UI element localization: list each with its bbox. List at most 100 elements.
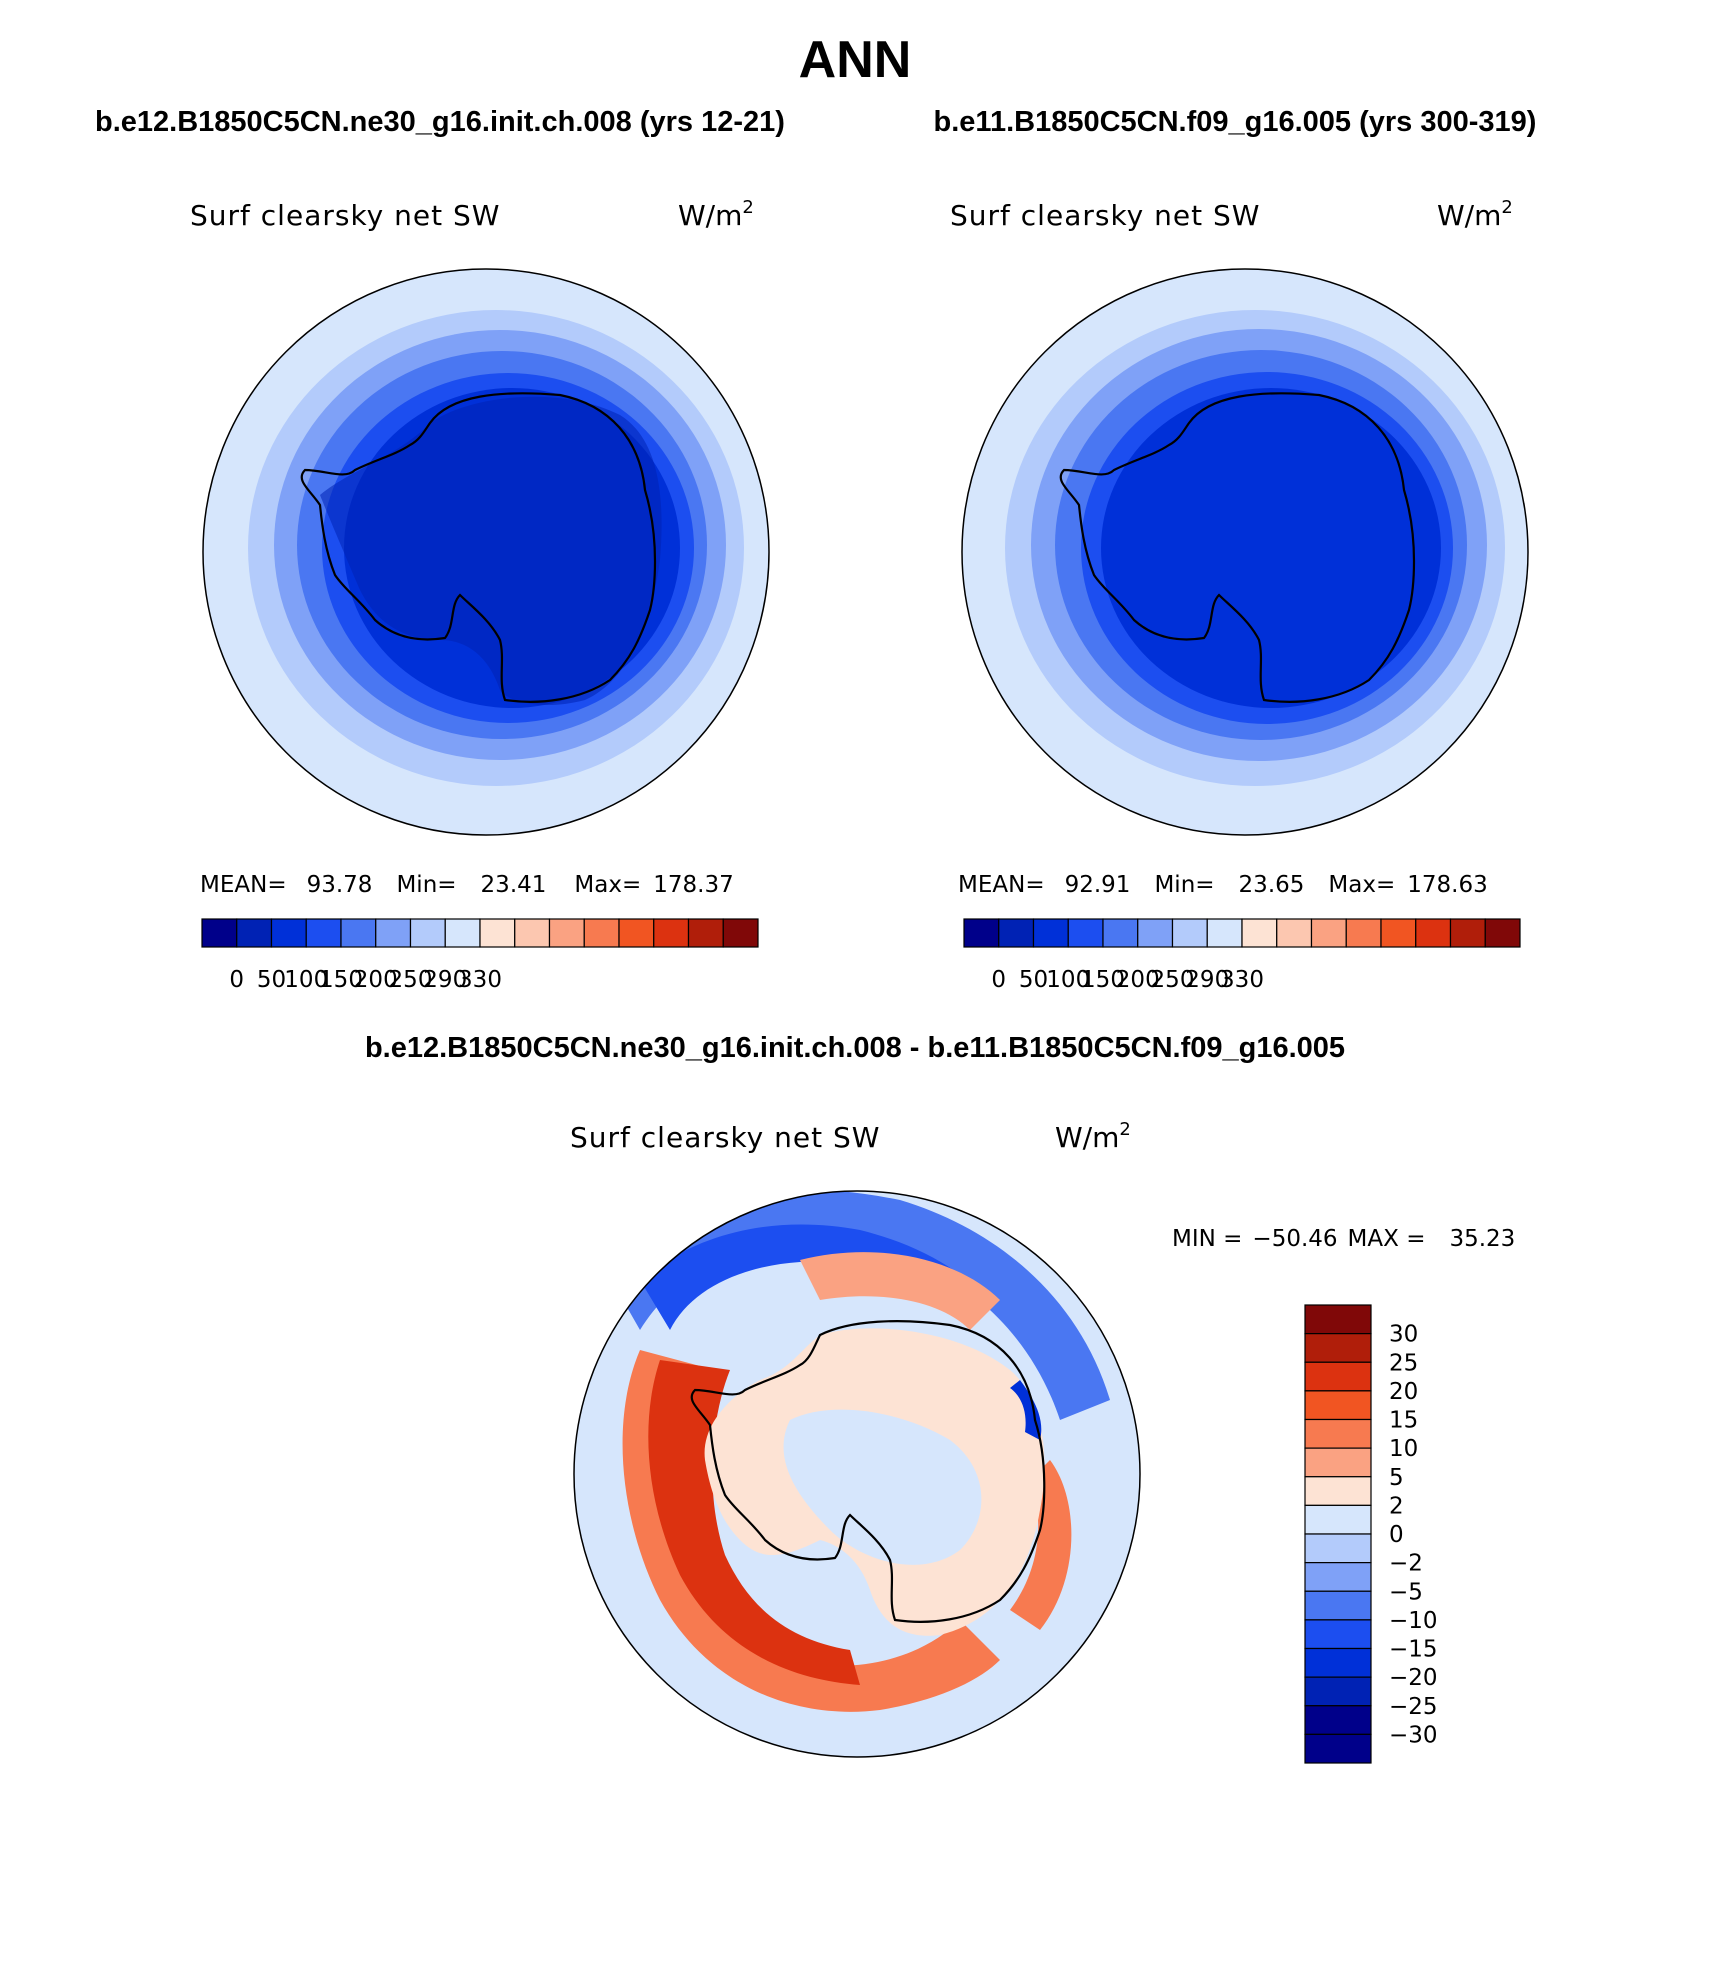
right-polar-map bbox=[962, 269, 1528, 835]
right-colorbar-swatch bbox=[1032, 918, 1069, 948]
left-stats: MEAN= 93.78 Min= 23.41 Max= 178.37 bbox=[200, 872, 734, 898]
diff-colorbar-tick-label: −25 bbox=[1389, 1694, 1438, 1720]
right-colorbar-swatch bbox=[1310, 918, 1347, 948]
diff-colorbar-swatch bbox=[1304, 1533, 1372, 1564]
right-colorbar-swatch bbox=[1241, 918, 1278, 948]
diff-colorbar-tick-label: 30 bbox=[1389, 1322, 1418, 1348]
left-colorbar-swatch bbox=[305, 918, 342, 948]
right-colorbar-tick-label: 50 bbox=[1019, 967, 1048, 993]
left-map-border bbox=[202, 268, 770, 836]
diff-polar-map bbox=[574, 1191, 1140, 1757]
left-colorbar-tick-label: 330 bbox=[458, 967, 502, 993]
right-colorbar-swatch bbox=[1345, 918, 1382, 948]
left-colorbar-tick-label: 250 bbox=[389, 967, 433, 993]
left-colorbar-tick-label: 290 bbox=[423, 967, 467, 993]
diff-colorbar-swatch bbox=[1304, 1705, 1372, 1735]
diff-colorbar-tick-label: −15 bbox=[1389, 1637, 1438, 1663]
diff-colorbar-swatch bbox=[1304, 1476, 1372, 1506]
left-map-header: Surf clearsky net SW W/m2 bbox=[190, 197, 754, 232]
left-colorbar-tick-label: 150 bbox=[319, 967, 363, 993]
left-polar-map bbox=[203, 269, 769, 835]
diff-colorbar-tick-label: 20 bbox=[1389, 1379, 1418, 1405]
diff-colorbar-tick-label: 25 bbox=[1389, 1350, 1418, 1376]
left-colorbar-swatch bbox=[618, 918, 655, 948]
left-colorbar-swatch bbox=[375, 918, 412, 948]
right-colorbar-swatch bbox=[1206, 918, 1243, 948]
right-colorbar-swatch bbox=[1380, 918, 1417, 948]
diff-colorbar-tick-label: 5 bbox=[1389, 1465, 1404, 1491]
right-colorbar-swatch bbox=[963, 918, 1000, 948]
right-map-header: Surf clearsky net SW W/m2 bbox=[950, 197, 1513, 232]
diff-antarctica-coast bbox=[690, 1320, 1046, 1623]
diff-colorbar-tick-label: −30 bbox=[1389, 1722, 1438, 1748]
left-units-label: W/m2 bbox=[678, 197, 754, 232]
right-colorbar-swatch bbox=[1102, 918, 1139, 948]
right-units-label: W/m2 bbox=[1437, 197, 1513, 232]
diff-colorbar-tick-label: 10 bbox=[1389, 1436, 1418, 1462]
left-colorbar-swatch bbox=[653, 918, 690, 948]
diff-map-border bbox=[573, 1190, 1141, 1758]
left-colorbar-swatch bbox=[270, 918, 307, 948]
left-colorbar-tick-label: 200 bbox=[354, 967, 398, 993]
left-colorbar-tick-label: 100 bbox=[284, 967, 328, 993]
right-colorbar-tick-label: 330 bbox=[1220, 967, 1264, 993]
right-colorbar-swatch bbox=[1415, 918, 1452, 948]
diff-colorbar-tick-label: −2 bbox=[1389, 1551, 1423, 1577]
diff-colorbar-swatch bbox=[1304, 1333, 1372, 1363]
left-colorbar-tick-label: 0 bbox=[229, 967, 244, 993]
left-colorbar-swatch bbox=[409, 918, 446, 948]
right-colorbar-swatch bbox=[1067, 918, 1104, 948]
left-colorbar-swatch bbox=[583, 918, 620, 948]
left-variable-label: Surf clearsky net SW bbox=[190, 199, 500, 232]
diff-colorbar-tick-label: −20 bbox=[1389, 1665, 1438, 1691]
diff-colorbar-swatch bbox=[1304, 1676, 1372, 1707]
left-antarctica-coast bbox=[300, 392, 657, 703]
left-colorbar-swatch bbox=[722, 918, 759, 948]
diff-colorbar-swatch bbox=[1304, 1361, 1372, 1392]
right-colorbar-tick-label: 200 bbox=[1116, 967, 1160, 993]
page-title: ANN bbox=[798, 31, 912, 89]
left-colorbar-tick-label: 50 bbox=[257, 967, 286, 993]
left-colorbar-swatch bbox=[548, 918, 585, 948]
left-colorbar-swatch bbox=[201, 918, 238, 948]
diff-colorbar-tick-label: 0 bbox=[1389, 1522, 1404, 1548]
diff-units-label: W/m2 bbox=[1055, 1119, 1131, 1154]
left-colorbar-swatch bbox=[479, 918, 516, 948]
right-colorbar-tick-label: 100 bbox=[1046, 967, 1090, 993]
diff-title: b.e12.B1850C5CN.ne30_g16.init.ch.008 - b… bbox=[364, 1032, 1346, 1064]
diff-colorbar-swatch bbox=[1304, 1304, 1372, 1335]
diff-colorbar-swatch bbox=[1304, 1504, 1372, 1535]
left-colorbar-swatch bbox=[340, 918, 377, 948]
diff-colorbar-swatch bbox=[1304, 1562, 1372, 1592]
diff-colorbar-swatch bbox=[1304, 1619, 1372, 1650]
right-colorbar-tick-label: 150 bbox=[1081, 967, 1125, 993]
diff-colorbar-swatch bbox=[1304, 1418, 1372, 1449]
left-colorbar-swatch bbox=[236, 918, 273, 948]
right-colorbar-swatch bbox=[998, 918, 1035, 948]
right-variable-label: Surf clearsky net SW bbox=[950, 199, 1260, 232]
left-case-title: b.e12.B1850C5CN.ne30_g16.init.ch.008 (yr… bbox=[95, 106, 785, 138]
right-colorbar-swatch bbox=[1449, 918, 1486, 948]
right-colorbar-tick-label: 250 bbox=[1151, 967, 1195, 993]
diff-colorbar-tick-label: 15 bbox=[1389, 1408, 1418, 1434]
left-colorbar-swatch bbox=[444, 918, 481, 948]
diff-colorbar-swatch bbox=[1304, 1447, 1372, 1478]
right-colorbar-tick-label: 290 bbox=[1185, 967, 1229, 993]
left-colorbar-swatch bbox=[514, 918, 551, 948]
right-case-title: b.e11.B1850C5CN.f09_g16.005 (yrs 300-319… bbox=[933, 106, 1537, 138]
right-colorbar-swatch bbox=[1137, 918, 1174, 948]
right-map-border bbox=[961, 268, 1529, 836]
diff-variable-label: Surf clearsky net SW bbox=[570, 1121, 880, 1154]
diff-colorbar-tick-label: 2 bbox=[1389, 1493, 1404, 1519]
diff-colorbar-tick-label: −5 bbox=[1389, 1579, 1423, 1605]
diff-colorbar-swatch bbox=[1304, 1390, 1372, 1421]
left-colorbar-swatch bbox=[687, 918, 724, 948]
right-colorbar-tick-label: 0 bbox=[991, 967, 1006, 993]
right-colorbar-swatch bbox=[1171, 918, 1208, 948]
diff-colorbar-swatch bbox=[1304, 1647, 1372, 1678]
right-stats: MEAN= 92.91 Min= 23.65 Max= 178.63 bbox=[958, 872, 1488, 898]
